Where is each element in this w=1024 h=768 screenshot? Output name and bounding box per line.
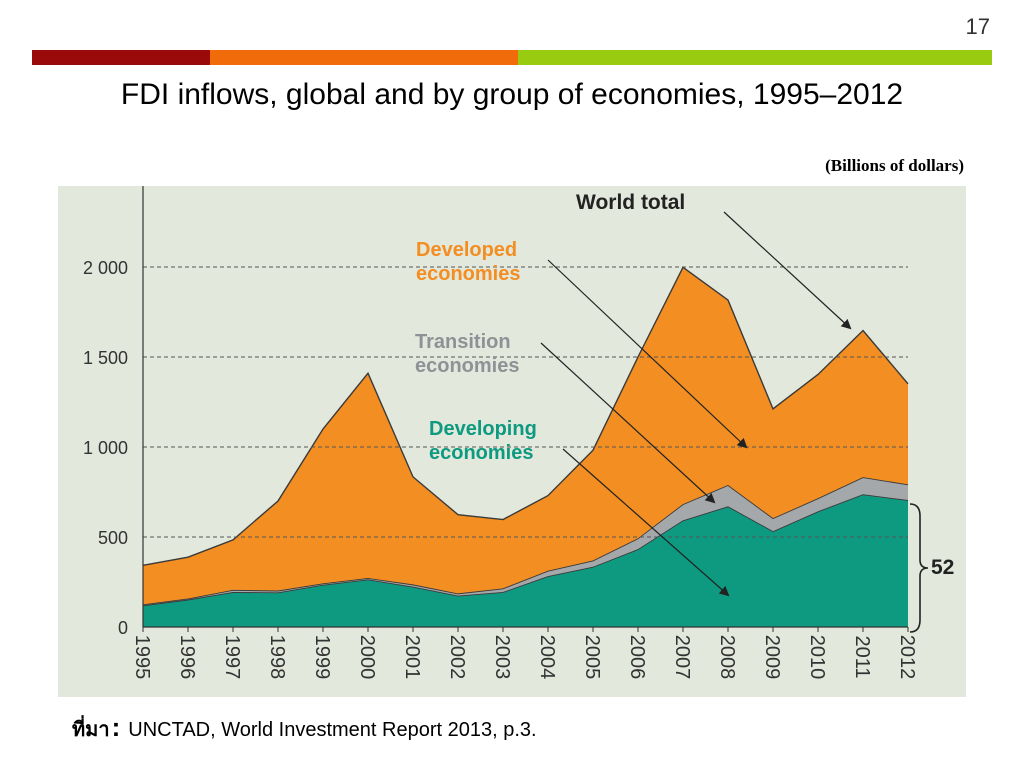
x-tick-label: 1998 [266, 635, 288, 680]
line-top-transition-economies [142, 477, 909, 606]
label-developing-economies: Developing economies [429, 418, 537, 464]
area-developing-economies [143, 494, 908, 627]
label-world-total: World total [576, 191, 685, 214]
x-tick-label: 2009 [761, 635, 783, 680]
header-band-green [518, 50, 992, 65]
x-tick-label: 2001 [401, 635, 423, 680]
arrow-transition-economies [540, 342, 716, 504]
header-band-orange [210, 50, 518, 65]
y-tick-label: 1 000 [83, 438, 128, 458]
x-tick-label: 2010 [806, 635, 828, 680]
x-tick-label: 2008 [716, 635, 738, 680]
area-developed-economies [143, 267, 908, 605]
source-text: UNCTAD, World Investment Report 2013, p.… [128, 719, 537, 741]
y-tick-label: 0 [118, 618, 128, 638]
line-top-developing-economies [142, 494, 909, 607]
x-tick-label: 2011 [851, 635, 873, 678]
x-tick-label: 1996 [176, 635, 198, 680]
label-developing-economies-line: Developing [429, 418, 537, 440]
x-tick-label: 2006 [626, 635, 648, 680]
x-tick-label: 2004 [536, 635, 558, 680]
x-tick-label: 1997 [221, 635, 243, 680]
x-tick-label: 1999 [311, 635, 333, 680]
fdi-area-chart: 0 500 1 000 1 500 2 000 1995 1996 1997 1998 1999 2… [83, 186, 954, 680]
label-transition-economies: Transition economies [415, 331, 519, 377]
y-tick-label: 500 [98, 528, 128, 548]
line-top-developed-economies [142, 266, 909, 566]
label-transition-economies-line: economies [415, 355, 519, 377]
source-prefix: ที่มา [72, 717, 110, 741]
arrow-world-total [723, 211, 852, 330]
y-tick-label: 1 500 [83, 348, 128, 368]
chart-panel: 0 500 1 000 1 500 2 000 1995 1996 1997 1998 1999 2… [58, 186, 966, 697]
label-developing-economies-line: economies [429, 442, 533, 464]
x-tick-label: 2012 [896, 635, 918, 680]
label-52: 52 [931, 556, 954, 579]
source-note: ที่มา: UNCTAD, World Investment Report 20… [72, 712, 537, 745]
x-tick-label: 2005 [581, 635, 603, 680]
slide-number: 17 [965, 14, 990, 39]
x-tick-label: 2003 [491, 635, 513, 680]
area-transition-economies [143, 477, 908, 606]
arrow-developed-economies [547, 259, 748, 449]
x-tick-label: 2002 [446, 635, 468, 680]
label-developed-economies: Developed economies [416, 239, 520, 285]
arrow-developing-economies [562, 448, 730, 597]
slide-title: FDI inflows, global and by group of econ… [120, 78, 904, 111]
label-developed-economies-line: economies [416, 263, 520, 285]
label-developed-economies-line: Developed [416, 239, 517, 261]
x-tick-label: 2000 [356, 635, 378, 680]
header-band-red [32, 50, 210, 65]
units-label: (Billions of dollars) [825, 156, 964, 175]
y-tick-label: 2 000 [83, 258, 128, 278]
source-colon: : [111, 712, 121, 742]
label-transition-economies-line: Transition [415, 331, 511, 353]
x-tick-label: 1995 [131, 635, 153, 680]
x-tick-label: 2007 [671, 635, 693, 680]
brace-developing-share [909, 503, 929, 633]
